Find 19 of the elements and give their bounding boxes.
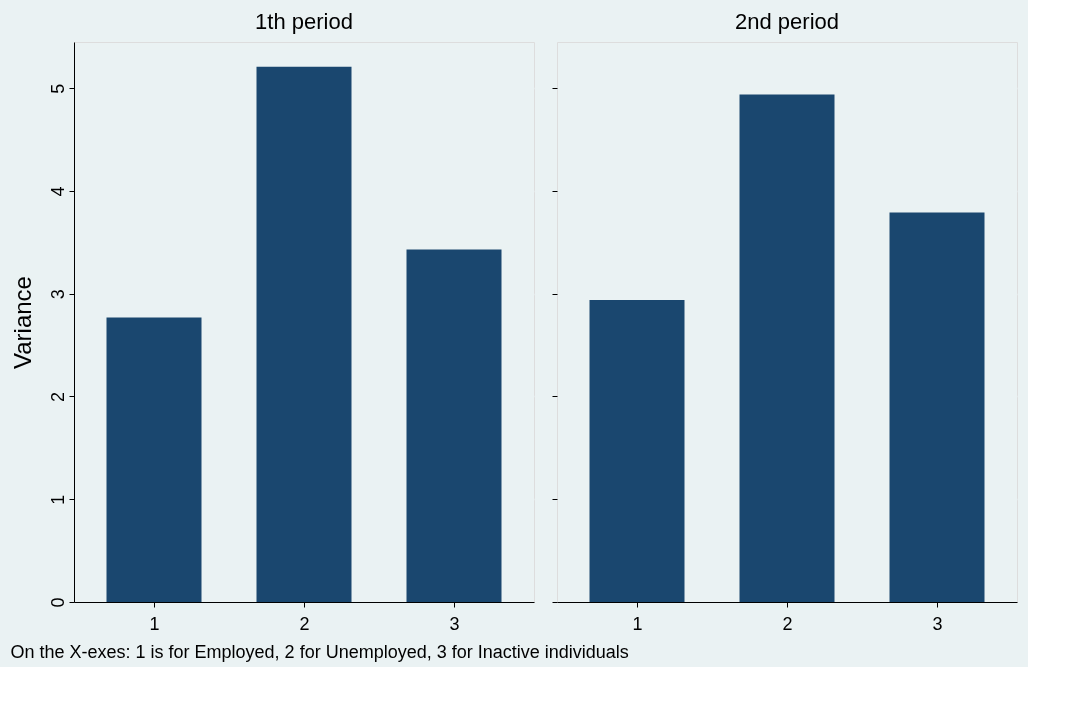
y-tick-label: 2 bbox=[47, 391, 68, 402]
x-tick-label: 1 bbox=[632, 613, 643, 634]
y-tick-label: 3 bbox=[47, 289, 68, 300]
y-tick-label: 0 bbox=[47, 597, 68, 608]
y-axis-title: Variance bbox=[8, 276, 36, 369]
y-tick-label: 4 bbox=[47, 186, 68, 197]
chart-title: 2nd period bbox=[735, 9, 839, 34]
x-tick-label: 2 bbox=[782, 613, 793, 634]
x-tick-label: 2 bbox=[299, 613, 310, 634]
chart-title: 1th period bbox=[255, 9, 353, 34]
bar bbox=[106, 317, 202, 602]
text: On the X-exes: 1 is for Employed, 2 for Unemployed, 3 for Inactive individuals bbox=[10, 641, 629, 662]
x-tick-label: 1 bbox=[149, 613, 160, 634]
x-tick-label: 3 bbox=[932, 613, 943, 634]
y-tick-label: 5 bbox=[47, 83, 68, 94]
y-tick-label: 1 bbox=[47, 494, 68, 505]
x-tick-label: 3 bbox=[449, 613, 460, 634]
bar bbox=[406, 249, 502, 602]
bar bbox=[256, 66, 352, 602]
